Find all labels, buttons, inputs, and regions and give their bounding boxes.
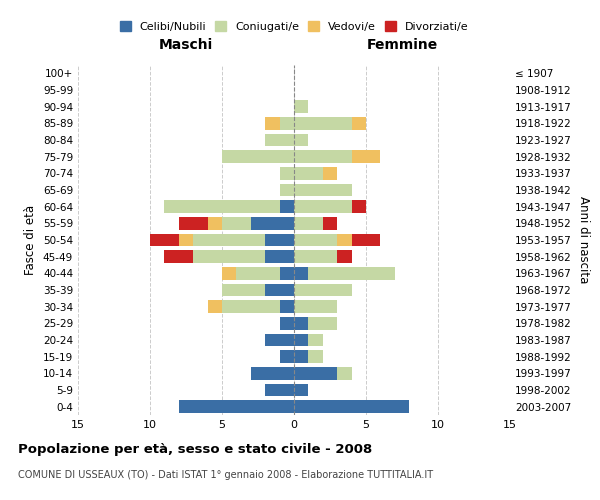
Bar [294, 367, 337, 380]
Bar [280, 117, 294, 130]
Bar [294, 184, 352, 196]
Bar [179, 400, 294, 413]
Text: Maschi: Maschi [159, 38, 213, 52]
Bar [323, 217, 337, 230]
Y-axis label: Fasce di età: Fasce di età [25, 205, 37, 275]
Bar [352, 117, 366, 130]
Y-axis label: Anni di nascita: Anni di nascita [577, 196, 590, 284]
Bar [265, 384, 294, 396]
Bar [222, 300, 280, 313]
Bar [294, 117, 352, 130]
Bar [294, 400, 409, 413]
Bar [280, 167, 294, 179]
Bar [294, 200, 352, 213]
Bar [150, 234, 179, 246]
Bar [280, 350, 294, 363]
Bar [164, 200, 280, 213]
Bar [265, 284, 294, 296]
Text: COMUNE DI USSEAUX (TO) - Dati ISTAT 1° gennaio 2008 - Elaborazione TUTTITALIA.IT: COMUNE DI USSEAUX (TO) - Dati ISTAT 1° g… [18, 470, 433, 480]
Bar [265, 117, 280, 130]
Bar [294, 250, 337, 263]
Bar [265, 134, 294, 146]
Bar [193, 234, 265, 246]
Bar [352, 200, 366, 213]
Bar [294, 384, 308, 396]
Bar [294, 100, 308, 113]
Bar [280, 300, 294, 313]
Bar [251, 217, 294, 230]
Bar [294, 150, 352, 163]
Bar [294, 167, 323, 179]
Bar [265, 234, 294, 246]
Bar [179, 217, 208, 230]
Bar [352, 150, 380, 163]
Bar [323, 167, 337, 179]
Bar [352, 234, 380, 246]
Bar [294, 284, 352, 296]
Text: Popolazione per età, sesso e stato civile - 2008: Popolazione per età, sesso e stato civil… [18, 442, 372, 456]
Text: Femmine: Femmine [367, 38, 437, 52]
Bar [265, 250, 294, 263]
Bar [294, 317, 308, 330]
Bar [337, 234, 352, 246]
Bar [294, 334, 308, 346]
Bar [222, 284, 265, 296]
Bar [222, 267, 236, 280]
Bar [208, 300, 222, 313]
Bar [308, 317, 337, 330]
Bar [236, 267, 280, 280]
Bar [280, 267, 294, 280]
Bar [251, 367, 294, 380]
Bar [308, 267, 395, 280]
Bar [294, 267, 308, 280]
Bar [222, 150, 294, 163]
Bar [294, 350, 308, 363]
Bar [179, 234, 193, 246]
Bar [308, 334, 323, 346]
Bar [280, 200, 294, 213]
Bar [222, 217, 251, 230]
Bar [294, 217, 323, 230]
Bar [208, 217, 222, 230]
Bar [294, 234, 337, 246]
Bar [280, 184, 294, 196]
Bar [294, 300, 337, 313]
Bar [193, 250, 265, 263]
Bar [308, 350, 323, 363]
Bar [280, 317, 294, 330]
Bar [164, 250, 193, 263]
Bar [337, 250, 352, 263]
Bar [294, 134, 308, 146]
Bar [337, 367, 352, 380]
Legend: Celibi/Nubili, Coniugati/e, Vedovi/e, Divorziati/e: Celibi/Nubili, Coniugati/e, Vedovi/e, Di… [116, 18, 472, 35]
Bar [265, 334, 294, 346]
